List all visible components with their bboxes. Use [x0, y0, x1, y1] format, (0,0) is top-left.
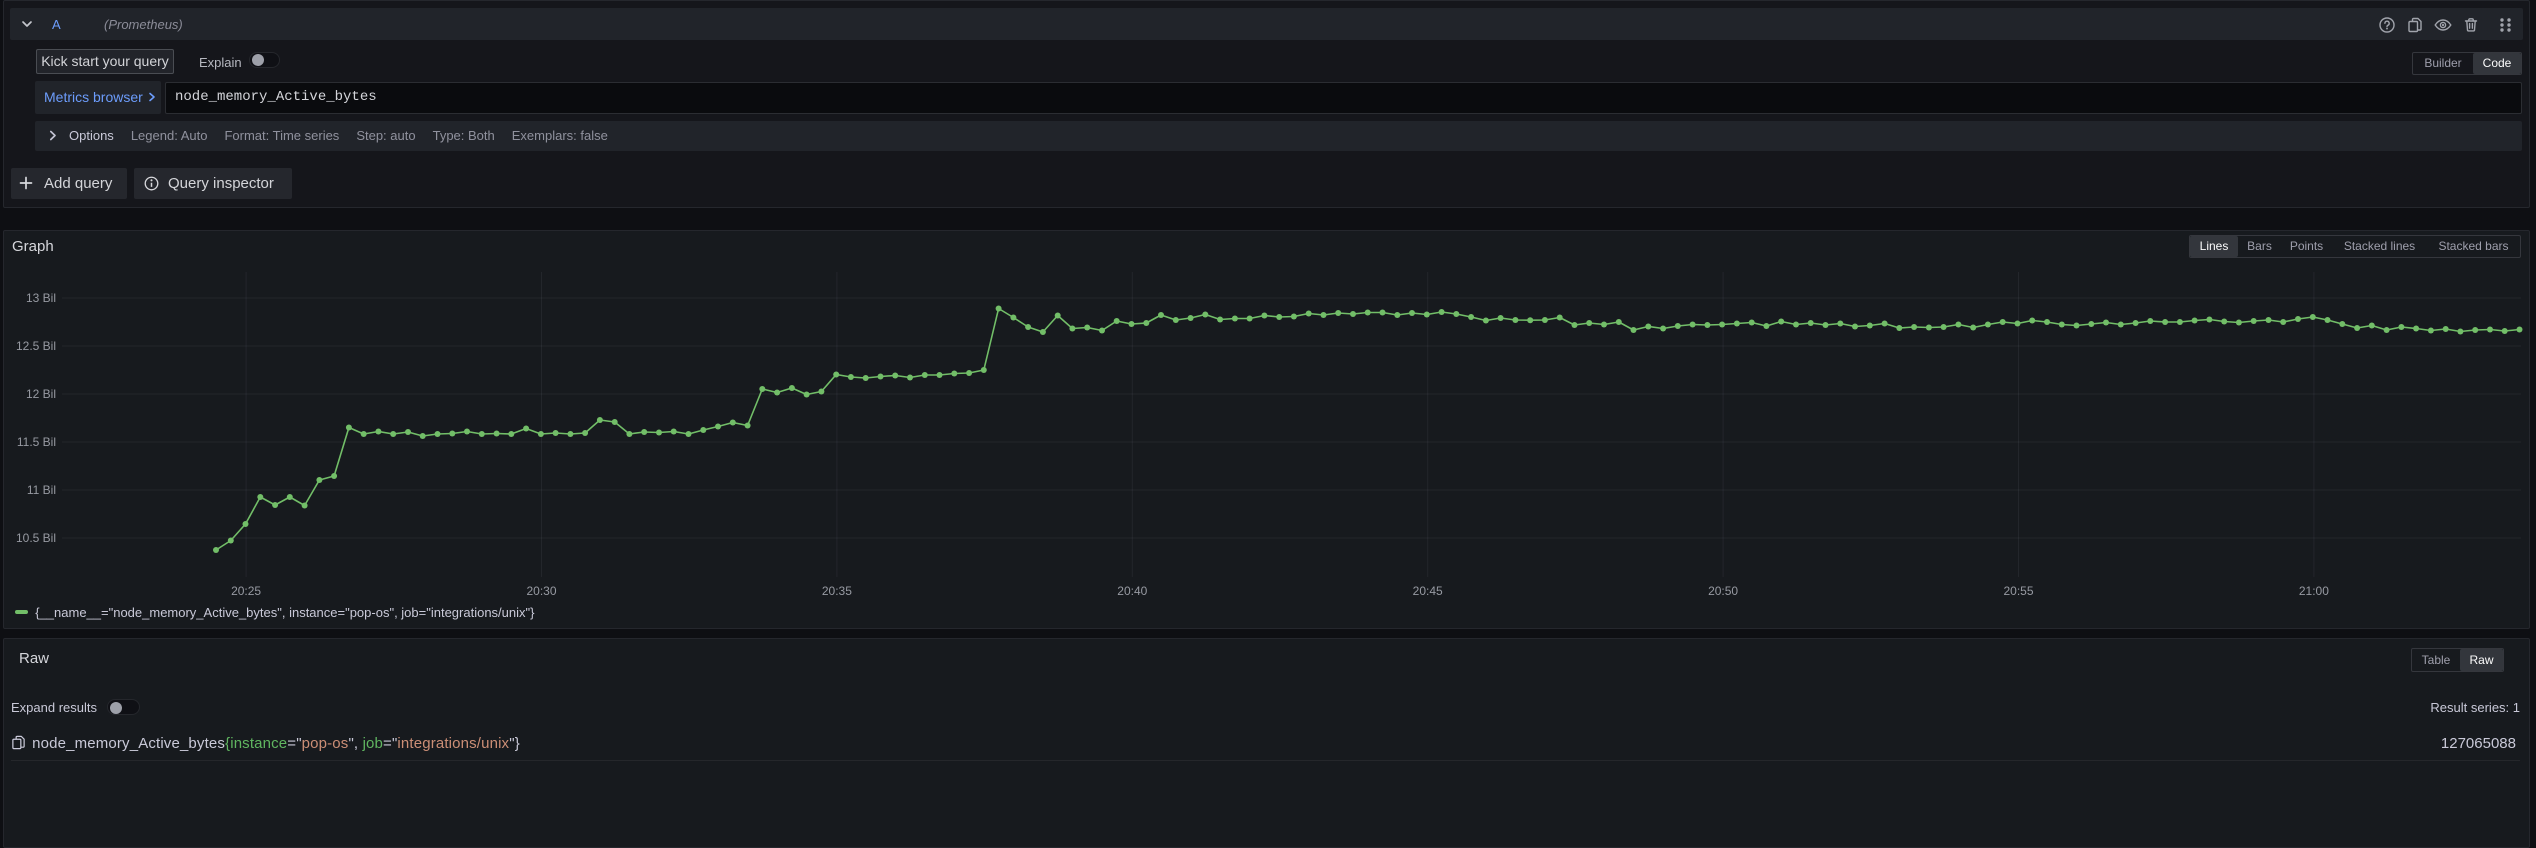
svg-text:20:50: 20:50 — [1708, 584, 1738, 598]
svg-text:12 Bil: 12 Bil — [26, 387, 56, 401]
svg-text:12.5 Bil: 12.5 Bil — [16, 339, 56, 353]
svg-text:10.5 Bil: 10.5 Bil — [16, 531, 56, 545]
svg-text:20:25: 20:25 — [231, 584, 261, 598]
svg-text:20:35: 20:35 — [822, 584, 852, 598]
svg-text:21:00: 21:00 — [2299, 584, 2329, 598]
svg-text:20:40: 20:40 — [1117, 584, 1147, 598]
svg-text:13 Bil: 13 Bil — [26, 291, 56, 305]
svg-text:20:55: 20:55 — [2003, 584, 2033, 598]
svg-text:11 Bil: 11 Bil — [27, 483, 56, 497]
svg-text:20:30: 20:30 — [526, 584, 556, 598]
svg-text:11.5 Bil: 11.5 Bil — [17, 435, 56, 449]
svg-text:20:45: 20:45 — [1413, 584, 1443, 598]
